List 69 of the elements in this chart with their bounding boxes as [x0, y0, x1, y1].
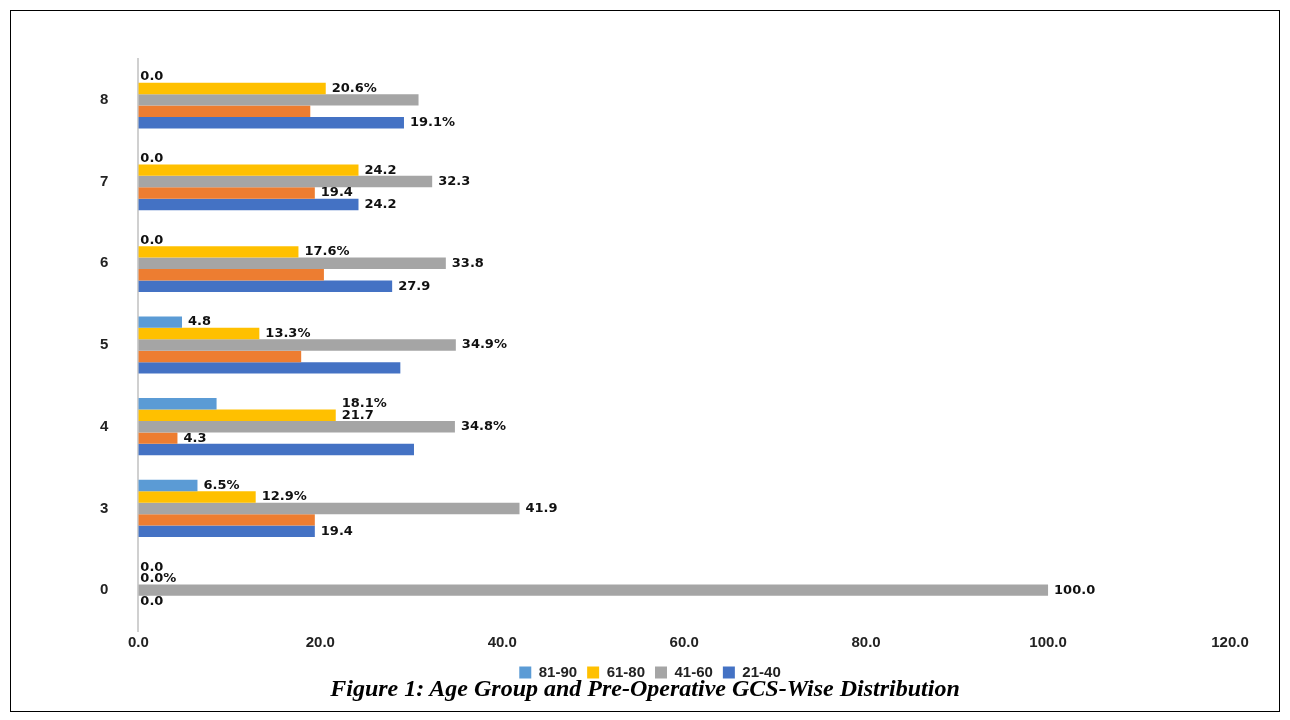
bar: [138, 94, 419, 106]
bar: [138, 164, 359, 176]
bar: [138, 327, 260, 340]
legend-label: 41-60: [674, 662, 713, 680]
bar: [138, 502, 520, 515]
annotation: 0.0: [140, 231, 164, 247]
data-label: 19.4: [320, 522, 353, 538]
y-tick-label: 5: [100, 335, 109, 353]
bar: [138, 316, 183, 328]
bar: [138, 398, 217, 410]
data-label: 33.8: [451, 254, 484, 270]
x-tick-label: 80.0: [851, 633, 881, 651]
bar: [138, 198, 359, 211]
bar: [138, 409, 336, 421]
legend-label: 21-40: [742, 662, 781, 680]
bar: [138, 432, 178, 444]
data-label: 34.9%: [461, 336, 507, 352]
bar: [138, 269, 324, 281]
data-label: 4.3: [183, 429, 207, 445]
data-label: 13.3%: [265, 324, 311, 340]
bar: [138, 187, 315, 199]
data-label: 34.8%: [460, 418, 507, 434]
y-tick-label: 7: [100, 171, 109, 189]
bar: [138, 117, 404, 129]
annotation: 19.1%: [409, 114, 456, 130]
x-tick-label: 40.0: [487, 633, 517, 651]
data-label: 17.6%: [304, 243, 350, 259]
data-label: 27.9: [398, 277, 431, 293]
data-label: 4.8: [188, 313, 212, 329]
x-tick-label: 60.0: [669, 633, 699, 651]
y-tick-label: 3: [100, 498, 109, 516]
data-label: 0.0: [140, 592, 164, 608]
data-label: 100.0: [1054, 581, 1096, 597]
x-tick-label: 20.0: [305, 633, 335, 651]
bar: [138, 350, 302, 363]
bar: [138, 82, 326, 95]
data-label: 19.4: [320, 184, 353, 200]
bar: [138, 362, 401, 374]
legend-label: 81-90: [538, 662, 578, 680]
data-label: 12.9%: [261, 488, 307, 504]
bar: [138, 105, 311, 118]
data-label: 41.9: [525, 499, 558, 515]
data-label: 32.3: [438, 172, 471, 188]
y-tick-label: 0: [100, 580, 109, 598]
data-label: 20.6%: [331, 79, 377, 95]
bar: [138, 246, 299, 258]
bar: [138, 584, 1049, 596]
x-tick-label: 100.0: [1029, 633, 1067, 651]
x-tick-label: 0.0: [127, 633, 149, 651]
bar: [138, 420, 455, 433]
data-label: 6.5%: [203, 476, 240, 492]
annotation: 0.0: [140, 68, 164, 84]
bar: [138, 514, 315, 526]
data-label: 24.2: [364, 195, 397, 211]
bar: [138, 491, 256, 503]
y-tick-label: 6: [100, 253, 109, 271]
bar: [138, 479, 198, 492]
bar: [138, 525, 315, 538]
annotation: 0.0: [140, 150, 164, 166]
bar: [138, 257, 446, 270]
data-label: 24.2: [364, 161, 397, 177]
x-tick-label: 120.0: [1211, 633, 1249, 651]
bar: [138, 339, 456, 351]
y-tick-label: 8: [100, 90, 109, 107]
bar: [138, 280, 393, 292]
bar: [138, 175, 433, 188]
bar: [138, 443, 414, 456]
y-tick-label: 4: [100, 416, 109, 434]
legend-label: 61-80: [606, 662, 646, 680]
